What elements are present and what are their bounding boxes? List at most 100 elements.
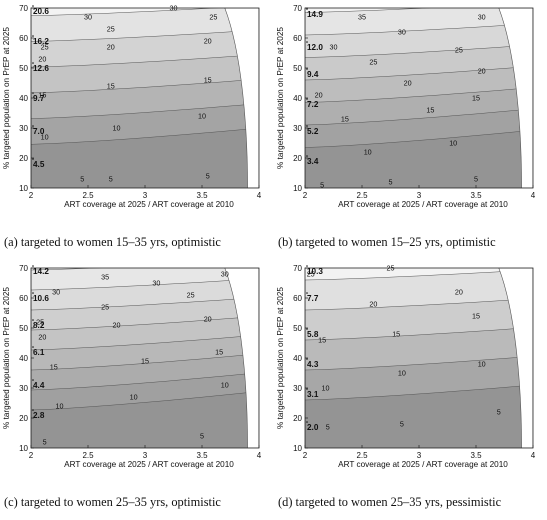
y-tick-label: 30	[293, 384, 302, 393]
value-label: 6.1	[33, 348, 45, 357]
y-tick-label: 50	[293, 64, 302, 73]
contour-label: 15	[107, 82, 115, 91]
contour-label: 35	[101, 273, 109, 282]
contour-label: 15	[472, 312, 480, 321]
x-tick-label: 4	[531, 191, 536, 200]
value-label: 3.4	[307, 157, 319, 166]
value-label: 16.2	[33, 37, 49, 46]
value-marker	[306, 155, 308, 157]
contour-label: 15	[50, 363, 58, 372]
y-tick-label: 70	[293, 264, 302, 273]
panel-d: 2 2.5 3 3.5 4 10 20 30 40 50 60 70 ART coverage at 2…	[274, 260, 547, 520]
contour-chart-b: 2 2.5 3 3.5 4 10 20 30 40 50 60 70 ART coverage at 2…	[276, 4, 536, 209]
x-tick-label: 3.5	[470, 191, 482, 200]
contour-chart-a: 2 2.5 3 3.5 4 10 20 30 40 50 60 70 ART coverage at 2…	[2, 4, 262, 210]
value-marker	[32, 158, 34, 160]
value-marker	[32, 5, 34, 7]
value-marker	[32, 62, 34, 64]
value-label: 2.8	[33, 411, 45, 420]
y-tick-label: 60	[19, 34, 28, 43]
x-tick-label: 2.5	[356, 451, 368, 460]
value-marker	[306, 388, 308, 390]
y-tick-label: 40	[293, 94, 302, 103]
value-marker	[306, 68, 308, 70]
y-tick-label: 60	[19, 294, 28, 303]
value-label: 9.7	[33, 94, 45, 103]
value-marker	[32, 292, 34, 294]
x-tick-label: 2	[29, 191, 34, 200]
contour-label: 15	[392, 330, 400, 339]
value-label: 10.3	[307, 267, 323, 276]
y-tick-label: 20	[293, 414, 302, 423]
contour-label: 30	[170, 4, 178, 13]
contour-label: 25	[209, 13, 217, 22]
contour-chart-d: 2 2.5 3 3.5 4 10 20 30 40 50 60 70 ART coverage at 2…	[276, 264, 536, 470]
value-marker	[32, 346, 34, 348]
contour-label: 5	[389, 178, 393, 187]
contour-label: 20	[404, 79, 412, 88]
contour-label: 5	[320, 181, 324, 190]
contour-label: 30	[84, 13, 92, 22]
value-label: 5.2	[307, 127, 319, 136]
value-label: 7.2	[307, 100, 319, 109]
contour-label: 5	[326, 423, 330, 432]
contour-label: 30	[478, 13, 486, 22]
value-marker	[32, 125, 34, 127]
contour-label: 10	[56, 402, 64, 411]
contour-label: 25	[41, 43, 49, 52]
contour-label: 15	[204, 76, 212, 85]
contour-label: 20	[478, 67, 486, 76]
contour-label: 15	[341, 115, 349, 124]
contour-label: 20	[369, 300, 377, 309]
contour-label: 20	[204, 315, 212, 324]
y-tick-label: 20	[19, 414, 28, 423]
x-tick-label: 2	[303, 191, 308, 200]
value-label: 9.4	[307, 70, 319, 79]
contour-label: 10	[364, 148, 372, 157]
value-marker	[32, 319, 34, 321]
value-marker	[306, 358, 308, 360]
y-tick-label: 40	[19, 354, 28, 363]
y-tick-label: 10	[293, 444, 302, 453]
x-tick-label: 2.5	[356, 191, 368, 200]
x-axis-label: ART coverage at 2025 / ART coverage at 2…	[338, 200, 508, 209]
contour-label: 30	[152, 279, 160, 288]
contour-label: 10	[198, 112, 206, 121]
value-label: 4.3	[307, 360, 319, 369]
value-marker	[306, 98, 308, 100]
y-tick-label: 40	[19, 94, 28, 103]
y-tick-label: 30	[19, 124, 28, 133]
contour-label: 5	[80, 175, 84, 184]
x-tick-label: 3	[143, 451, 148, 460]
y-tick-label: 20	[293, 154, 302, 163]
contour-label: 25	[307, 270, 315, 279]
contour-label: 30	[52, 288, 60, 297]
caption-c: (c) targeted to women 25–35 yrs, optimis…	[4, 495, 221, 509]
x-tick-label: 3	[417, 451, 422, 460]
contour-label: 10	[130, 393, 138, 402]
x-axis-label: ART coverage at 2025 / ART coverage at 2…	[338, 460, 508, 469]
contour-label: 5	[43, 438, 47, 447]
contour-label: 20	[204, 37, 212, 46]
contour-chart-c: 2 2.5 3 3.5 4 10 20 30 40 50 60 70 ART coverage at 2…	[2, 264, 262, 469]
contour-label: 25	[455, 46, 463, 55]
value-marker	[306, 292, 308, 294]
value-marker	[306, 265, 308, 267]
value-label: 7.0	[33, 127, 45, 136]
x-tick-label: 3.5	[470, 451, 482, 460]
x-tick-label: 3	[143, 191, 148, 200]
contour-label: 15	[38, 91, 46, 100]
value-marker	[32, 92, 34, 94]
y-axis-label: % targeted population on PrEP at 2025	[276, 27, 285, 169]
contour-label: 25	[387, 264, 395, 273]
contour-label: 10	[221, 381, 229, 390]
x-tick-label: 2.5	[82, 191, 94, 200]
y-tick-label: 50	[293, 324, 302, 333]
y-tick-label: 10	[19, 184, 28, 193]
value-marker	[306, 41, 308, 43]
contour-label: 10	[398, 369, 406, 378]
value-marker	[32, 379, 34, 381]
caption-b: (b) targeted to women 15–25 yrs, optimis…	[278, 235, 496, 249]
x-tick-label: 2	[29, 451, 34, 460]
contour-label: 25	[101, 303, 109, 312]
